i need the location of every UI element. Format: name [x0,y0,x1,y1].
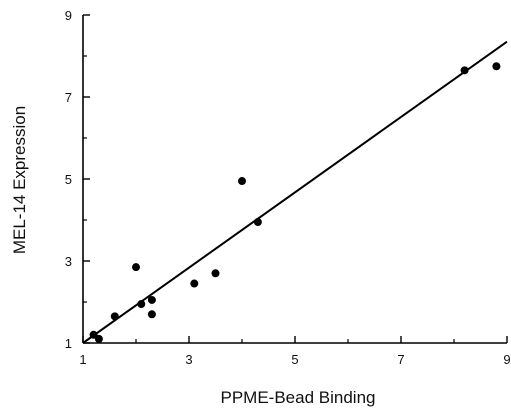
x-tick-label: 7 [397,352,404,367]
x-tick-label: 3 [185,352,192,367]
data-point [94,334,103,343]
tick-labels: 1 3 5 7 9 1 3 5 7 9 [65,8,511,367]
tick-marks [82,14,508,344]
data-point [137,300,146,309]
data-point [110,312,119,321]
y-tick-label: 1 [65,336,72,351]
y-axis-label: MEL-14 Expression [10,106,29,254]
data-point [253,218,262,227]
data-point [147,295,156,304]
y-tick-label: 3 [65,254,72,269]
y-tick-label: 9 [65,8,72,23]
data-point [190,279,199,288]
regression-line-group [82,40,508,344]
data-point [460,66,469,75]
x-tick-label: 5 [291,352,298,367]
data-points [89,62,501,343]
regression-line [82,40,508,344]
x-axis-label: PPME-Bead Binding [221,388,376,407]
y-tick-label: 7 [65,90,72,105]
x-tick-label: 9 [503,352,510,367]
y-tick-label: 5 [65,172,72,187]
axes [82,15,507,344]
data-point [132,263,140,272]
data-point [147,310,156,319]
data-point [211,269,220,278]
data-point [492,62,501,71]
data-point [238,177,246,186]
x-tick-label: 1 [79,352,86,367]
